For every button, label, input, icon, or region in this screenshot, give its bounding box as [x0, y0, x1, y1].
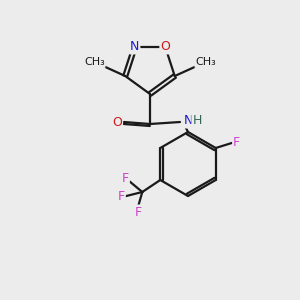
Text: O: O: [160, 40, 170, 53]
Text: N: N: [130, 40, 140, 53]
Text: CH₃: CH₃: [195, 57, 216, 67]
Text: F: F: [118, 190, 125, 202]
Text: F: F: [122, 172, 129, 185]
Text: CH₃: CH₃: [84, 57, 105, 67]
Text: N: N: [183, 115, 193, 128]
Text: H: H: [192, 115, 202, 128]
Text: O: O: [112, 116, 122, 128]
Text: F: F: [135, 206, 142, 218]
Text: F: F: [233, 136, 240, 149]
